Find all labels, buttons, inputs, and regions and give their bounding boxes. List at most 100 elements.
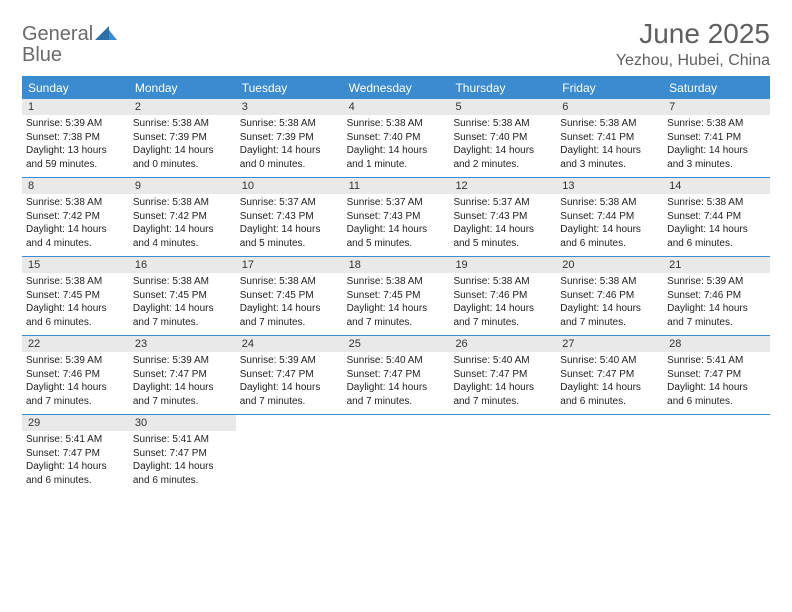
- dow-tuesday: Tuesday: [236, 78, 343, 98]
- daylight-line: Daylight: 14 hours and 3 minutes.: [560, 144, 659, 171]
- daylight-line: Daylight: 14 hours and 6 minutes.: [26, 302, 125, 329]
- daylight-line: Daylight: 14 hours and 6 minutes.: [560, 223, 659, 250]
- daylight-line: Daylight: 14 hours and 7 minutes.: [667, 302, 766, 329]
- sunrise-line: Sunrise: 5:38 AM: [240, 275, 339, 289]
- sunrise-line: Sunrise: 5:38 AM: [667, 117, 766, 131]
- dow-friday: Friday: [556, 78, 663, 98]
- week-row: 15Sunrise: 5:38 AMSunset: 7:45 PMDayligh…: [22, 256, 770, 335]
- dow-row: SundayMondayTuesdayWednesdayThursdayFrid…: [22, 78, 770, 98]
- location: Yezhou, Hubei, China: [616, 52, 770, 70]
- day-number: 17: [236, 257, 343, 273]
- day-body: Sunrise: 5:37 AMSunset: 7:43 PMDaylight:…: [236, 194, 343, 256]
- day-number: 12: [449, 178, 556, 194]
- daylight-line: Daylight: 14 hours and 7 minutes.: [453, 302, 552, 329]
- daylight-line: Daylight: 14 hours and 1 minute.: [347, 144, 446, 171]
- day-cell: [556, 415, 663, 493]
- day-body: Sunrise: 5:38 AMSunset: 7:44 PMDaylight:…: [556, 194, 663, 256]
- day-cell: 30Sunrise: 5:41 AMSunset: 7:47 PMDayligh…: [129, 415, 236, 493]
- sunset-line: Sunset: 7:38 PM: [26, 131, 125, 145]
- daylight-line: Daylight: 14 hours and 0 minutes.: [240, 144, 339, 171]
- day-number: 25: [343, 336, 450, 352]
- day-cell: 2Sunrise: 5:38 AMSunset: 7:39 PMDaylight…: [129, 99, 236, 177]
- day-number: 22: [22, 336, 129, 352]
- sunrise-line: Sunrise: 5:39 AM: [240, 354, 339, 368]
- day-body: Sunrise: 5:41 AMSunset: 7:47 PMDaylight:…: [22, 431, 129, 493]
- day-number: 27: [556, 336, 663, 352]
- dow-thursday: Thursday: [449, 78, 556, 98]
- daylight-line: Daylight: 14 hours and 6 minutes.: [26, 460, 125, 487]
- day-number: 1: [22, 99, 129, 115]
- day-number: 3: [236, 99, 343, 115]
- sunset-line: Sunset: 7:47 PM: [26, 447, 125, 461]
- sunset-line: Sunset: 7:47 PM: [453, 368, 552, 382]
- day-number: 7: [663, 99, 770, 115]
- day-body: Sunrise: 5:38 AMSunset: 7:45 PMDaylight:…: [22, 273, 129, 335]
- daylight-line: Daylight: 14 hours and 5 minutes.: [347, 223, 446, 250]
- sunrise-line: Sunrise: 5:39 AM: [26, 354, 125, 368]
- sunrise-line: Sunrise: 5:37 AM: [240, 196, 339, 210]
- day-number: 23: [129, 336, 236, 352]
- day-cell: 1Sunrise: 5:39 AMSunset: 7:38 PMDaylight…: [22, 99, 129, 177]
- day-cell: 27Sunrise: 5:40 AMSunset: 7:47 PMDayligh…: [556, 336, 663, 414]
- day-number: 20: [556, 257, 663, 273]
- day-number: 9: [129, 178, 236, 194]
- sunset-line: Sunset: 7:45 PM: [133, 289, 232, 303]
- day-body: Sunrise: 5:39 AMSunset: 7:47 PMDaylight:…: [129, 352, 236, 414]
- sunrise-line: Sunrise: 5:38 AM: [453, 275, 552, 289]
- sunrise-line: Sunrise: 5:38 AM: [26, 196, 125, 210]
- day-cell: 29Sunrise: 5:41 AMSunset: 7:47 PMDayligh…: [22, 415, 129, 493]
- sunrise-line: Sunrise: 5:38 AM: [133, 117, 232, 131]
- dow-saturday: Saturday: [663, 78, 770, 98]
- day-cell: 10Sunrise: 5:37 AMSunset: 7:43 PMDayligh…: [236, 178, 343, 256]
- day-cell: [449, 415, 556, 493]
- daylight-line: Daylight: 14 hours and 7 minutes.: [453, 381, 552, 408]
- day-number: 30: [129, 415, 236, 431]
- day-cell: 11Sunrise: 5:37 AMSunset: 7:43 PMDayligh…: [343, 178, 450, 256]
- daylight-line: Daylight: 14 hours and 0 minutes.: [133, 144, 232, 171]
- week-row: 29Sunrise: 5:41 AMSunset: 7:47 PMDayligh…: [22, 414, 770, 493]
- day-number: 18: [343, 257, 450, 273]
- sunset-line: Sunset: 7:46 PM: [453, 289, 552, 303]
- sunrise-line: Sunrise: 5:38 AM: [240, 117, 339, 131]
- day-cell: [663, 415, 770, 493]
- sunrise-line: Sunrise: 5:40 AM: [560, 354, 659, 368]
- day-cell: 14Sunrise: 5:38 AMSunset: 7:44 PMDayligh…: [663, 178, 770, 256]
- day-cell: 28Sunrise: 5:41 AMSunset: 7:47 PMDayligh…: [663, 336, 770, 414]
- sunset-line: Sunset: 7:42 PM: [133, 210, 232, 224]
- daylight-line: Daylight: 14 hours and 7 minutes.: [240, 302, 339, 329]
- sunrise-line: Sunrise: 5:39 AM: [133, 354, 232, 368]
- day-number: 28: [663, 336, 770, 352]
- sunset-line: Sunset: 7:44 PM: [560, 210, 659, 224]
- daylight-line: Daylight: 14 hours and 7 minutes.: [347, 381, 446, 408]
- day-cell: 20Sunrise: 5:38 AMSunset: 7:46 PMDayligh…: [556, 257, 663, 335]
- month-title: June 2025: [616, 18, 770, 50]
- day-body: Sunrise: 5:38 AMSunset: 7:40 PMDaylight:…: [449, 115, 556, 177]
- day-number: 26: [449, 336, 556, 352]
- day-body: Sunrise: 5:40 AMSunset: 7:47 PMDaylight:…: [449, 352, 556, 414]
- daylight-line: Daylight: 14 hours and 6 minutes.: [667, 381, 766, 408]
- sunset-line: Sunset: 7:39 PM: [240, 131, 339, 145]
- day-body: Sunrise: 5:38 AMSunset: 7:40 PMDaylight:…: [343, 115, 450, 177]
- daylight-line: Daylight: 13 hours and 59 minutes.: [26, 144, 125, 171]
- day-cell: 5Sunrise: 5:38 AMSunset: 7:40 PMDaylight…: [449, 99, 556, 177]
- day-body: Sunrise: 5:38 AMSunset: 7:41 PMDaylight:…: [663, 115, 770, 177]
- daylight-line: Daylight: 14 hours and 7 minutes.: [560, 302, 659, 329]
- title-block: June 2025 Yezhou, Hubei, China: [616, 18, 770, 70]
- day-body: Sunrise: 5:38 AMSunset: 7:42 PMDaylight:…: [129, 194, 236, 256]
- sunrise-line: Sunrise: 5:38 AM: [560, 275, 659, 289]
- day-cell: 4Sunrise: 5:38 AMSunset: 7:40 PMDaylight…: [343, 99, 450, 177]
- logo-mark-icon: [95, 27, 117, 44]
- logo-text: General Blue: [22, 24, 117, 66]
- daylight-line: Daylight: 14 hours and 5 minutes.: [240, 223, 339, 250]
- day-body: Sunrise: 5:37 AMSunset: 7:43 PMDaylight:…: [449, 194, 556, 256]
- sunset-line: Sunset: 7:47 PM: [133, 368, 232, 382]
- daylight-line: Daylight: 14 hours and 6 minutes.: [133, 460, 232, 487]
- sunset-line: Sunset: 7:45 PM: [240, 289, 339, 303]
- daylight-line: Daylight: 14 hours and 6 minutes.: [667, 223, 766, 250]
- sunrise-line: Sunrise: 5:38 AM: [347, 117, 446, 131]
- day-number: 10: [236, 178, 343, 194]
- day-cell: 13Sunrise: 5:38 AMSunset: 7:44 PMDayligh…: [556, 178, 663, 256]
- calendar: SundayMondayTuesdayWednesdayThursdayFrid…: [22, 76, 770, 493]
- sunset-line: Sunset: 7:39 PM: [133, 131, 232, 145]
- day-number: 15: [22, 257, 129, 273]
